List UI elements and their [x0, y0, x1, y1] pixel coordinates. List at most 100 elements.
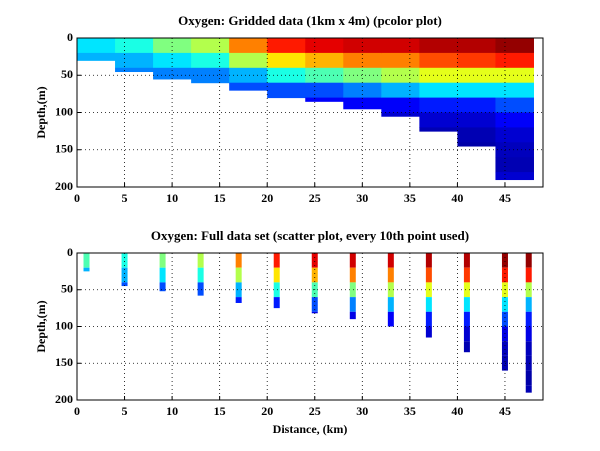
- scatter-point: [235, 297, 242, 303]
- cell: [153, 52, 192, 69]
- scatter-point: [387, 311, 394, 327]
- scatter-point: [121, 282, 128, 287]
- scatter-point: [463, 326, 470, 342]
- cell: [495, 112, 534, 128]
- scatter-point: [525, 385, 532, 393]
- scatter-point: [501, 355, 508, 371]
- cell: [419, 112, 458, 128]
- cell: [381, 38, 420, 54]
- scatter-point: [525, 355, 532, 371]
- x-tick-label: 35: [404, 404, 416, 418]
- cell: [229, 38, 268, 54]
- scatter-point: [501, 341, 508, 356]
- cell: [457, 127, 496, 143]
- cell: [457, 38, 496, 54]
- scatter-point: [311, 253, 318, 268]
- scatter-point: [501, 297, 508, 312]
- scatter-point: [159, 253, 166, 268]
- cell: [495, 52, 534, 69]
- cell: [267, 82, 306, 99]
- x-tick-label: 20: [261, 191, 273, 205]
- scatter-point: [525, 267, 532, 283]
- cell: [77, 52, 116, 61]
- scatter-point: [425, 253, 432, 268]
- cell: [457, 52, 496, 69]
- cell: [457, 142, 496, 147]
- x-tick-label: 15: [214, 404, 226, 418]
- y-tick-label: 50: [61, 282, 73, 296]
- scatter-point: [525, 370, 532, 386]
- cell: [305, 38, 344, 54]
- cell: [305, 97, 344, 102]
- cell: [343, 97, 382, 110]
- x-tick-label: 15: [214, 191, 226, 205]
- x-tick-label: 10: [166, 404, 178, 418]
- scatter-point: [83, 267, 90, 272]
- y-axis-label: Depth,(m): [34, 86, 48, 138]
- cell: [343, 67, 382, 84]
- plot-area: [83, 253, 532, 393]
- scatter-point: [525, 253, 532, 268]
- y-axis-label: Depth,(m): [34, 300, 48, 352]
- scatter-point: [501, 267, 508, 283]
- cell: [419, 97, 458, 113]
- scatter-point: [159, 267, 166, 283]
- scatter-point: [525, 311, 532, 327]
- cell: [115, 67, 154, 73]
- scatter-point: [159, 282, 166, 292]
- cell: [381, 97, 420, 113]
- y-tick-label: 200: [55, 179, 73, 193]
- scatter-point: [463, 341, 470, 353]
- cell: [115, 52, 154, 69]
- scatter-point: [501, 311, 508, 327]
- scatter-point: [121, 267, 128, 283]
- axes-frame: [76, 37, 544, 188]
- scatter-point: [425, 297, 432, 312]
- scatter-point: [387, 267, 394, 283]
- cell: [267, 52, 306, 69]
- cell: [457, 67, 496, 84]
- cell: [229, 82, 268, 91]
- scatter-point: [463, 297, 470, 312]
- x-tick-label: 30: [356, 404, 368, 418]
- scatter-point: [349, 311, 356, 320]
- scatter-point: [311, 267, 318, 283]
- y-tick-label: 100: [55, 318, 73, 332]
- x-tick-label: 25: [309, 404, 321, 418]
- cell: [495, 172, 534, 181]
- scatter-point: [235, 253, 242, 268]
- cell: [343, 38, 382, 54]
- scatter-point: [83, 253, 90, 268]
- scatter-point: [501, 253, 508, 268]
- scatter-point: [349, 253, 356, 268]
- cell: [115, 38, 154, 54]
- x-tick-label: 0: [74, 404, 80, 418]
- scatter-point: [425, 267, 432, 283]
- x-tick-label: 5: [122, 191, 128, 205]
- cell: [191, 67, 230, 84]
- scatter-point: [197, 282, 204, 296]
- x-tick-label: 40: [451, 404, 463, 418]
- x-tick-label: 45: [499, 404, 511, 418]
- cell: [267, 67, 306, 84]
- y-tick-label: 100: [55, 104, 73, 118]
- scatter-point: [311, 311, 318, 314]
- cell: [343, 52, 382, 69]
- cell: [305, 82, 344, 99]
- cell: [229, 52, 268, 69]
- y-tick-label: 200: [55, 392, 73, 406]
- cell: [419, 67, 458, 84]
- scatter-point: [273, 297, 280, 309]
- scatter-point: [235, 282, 242, 298]
- cell: [381, 82, 420, 99]
- scatter-point: [273, 282, 280, 298]
- cell: [457, 82, 496, 99]
- x-tick-label: 20: [261, 404, 273, 418]
- scatter-point: [425, 326, 432, 338]
- chart-title: Oxygen: Gridded data (1km x 4m) (pcolor …: [178, 13, 442, 28]
- scatter-point: [525, 297, 532, 312]
- x-tick-label: 30: [356, 191, 368, 205]
- cell: [457, 97, 496, 113]
- scatter-point: [387, 282, 394, 298]
